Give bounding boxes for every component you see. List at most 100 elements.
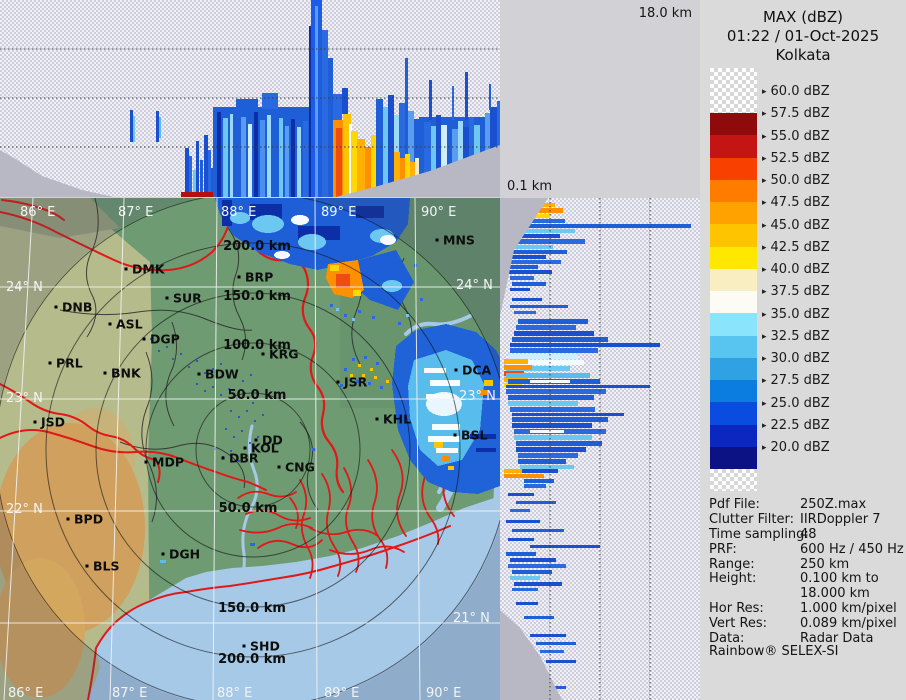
city-label: KHL (383, 412, 411, 427)
metadata-list: Pdf File: 250Z.max Clutter Filter: IIRDoppl… (700, 497, 906, 646)
colorbar-tick-label: ▸ 50.0 dBZ (762, 173, 830, 188)
top-cross-section-plot (0, 0, 500, 197)
city-marker (254, 438, 258, 442)
city-marker (375, 417, 379, 421)
colorbar-tick-label: ▸ 35.0 dBZ (762, 306, 830, 322)
colorbar-tick-label: ▸ 22.5 dBZ (762, 417, 830, 433)
colorbar-swatch (710, 268, 757, 292)
range-ring-label: 200.0 km (223, 239, 291, 254)
city-marker (48, 361, 52, 365)
colorbar-tick-label: ▸ 20.0 dBZ (762, 440, 830, 455)
colorbar-swatch (710, 135, 757, 158)
city-label: SHD (250, 639, 280, 654)
legend-sidebar: MAX (dBZ) 01:22 / 01-Oct-2025 Kolkata ▸ 6… (700, 0, 906, 700)
city-label: JSR (343, 375, 368, 390)
city-label: DCA (462, 363, 492, 378)
city-marker (454, 368, 458, 372)
range-rings (0, 198, 500, 700)
colorbar-tick-label: ▸ 47.5 dBZ (762, 195, 830, 211)
range-ring-label: 50.0 km (219, 501, 278, 516)
station-name: Kolkata (775, 46, 831, 64)
top-cross-section-panel (0, 0, 500, 197)
colorbar: ▸ 60.0 dBZ ▸ 57.5 dBZ ▸ 55.0 dBZ ▸ 52.5 dBZ ▸ 50.… (700, 68, 906, 493)
city-label: PRL (56, 356, 83, 371)
city-marker (108, 322, 112, 326)
range-ring-label: 100.0 km (223, 338, 291, 353)
colorbar-swatch (710, 424, 757, 448)
city-marker (453, 433, 457, 437)
city-marker (221, 456, 225, 460)
range-ring-label: 150.0 km (218, 601, 286, 616)
city-marker (103, 371, 107, 375)
longitude-label-bottom: 89° E (324, 686, 359, 700)
colorbar-swatch (710, 291, 757, 314)
colorbar-tick-label: ▸ 27.5 dBZ (762, 373, 830, 389)
corner-gap: 18.0 km 0.1 km (500, 0, 700, 198)
longitude-label-top: 86° E (20, 205, 55, 220)
colorbar-swatch (710, 335, 757, 359)
city-marker (277, 465, 281, 469)
colorbar-swatch (710, 313, 757, 336)
colorbar-swatch (710, 446, 757, 470)
colorbar-swatch (710, 157, 757, 181)
colorbar-tick-label: ▸ 32.5 dBZ (762, 328, 830, 344)
longitude-label-top: 88° E (221, 205, 256, 220)
colorbar-swatch (710, 202, 757, 225)
colorbar-swatch (710, 179, 757, 203)
city-marker (237, 275, 241, 279)
city-label: MDP (152, 455, 184, 470)
longitude-label-bottom: 90° E (426, 686, 461, 700)
city-label: DNB (62, 300, 92, 315)
city-label: JSD (40, 415, 65, 430)
metadata-row: Data: Radar Data (709, 631, 874, 647)
colorbar-swatch (710, 224, 757, 247)
city-marker (144, 460, 148, 464)
city-label: DGH (169, 547, 200, 562)
latitude-label-left: 22° N (6, 502, 43, 517)
metadata-row: Pdf File: 250Z.max (709, 497, 867, 512)
city-label: ASL (116, 317, 143, 332)
metadata-row: 18.000 km (800, 586, 870, 602)
longitude-label-bottom: 86° E (8, 686, 43, 700)
radar-map-image: 200.0 km 150.0 km 100.0 km 50.0 km 50.0 km 15… (0, 198, 500, 700)
city-marker (161, 552, 165, 556)
city-label: KOL (251, 441, 279, 456)
city-marker (435, 238, 439, 242)
city-label: SUR (173, 291, 202, 306)
city-marker (197, 372, 201, 376)
city-marker (261, 352, 265, 356)
city-marker (85, 564, 89, 568)
metadata-row: Hor Res: 1.000 km/pixel (709, 601, 897, 617)
city-marker (66, 517, 70, 521)
longitude-label-bottom: 87° E (112, 686, 147, 700)
colorbar-swatch (710, 113, 757, 136)
city-marker (33, 420, 37, 424)
city-label: KRG (269, 347, 299, 362)
latitude-label-right: 23° N (459, 389, 496, 404)
metadata-row: Range: 250 km (709, 556, 850, 572)
colorbar-tick-label: ▸ 52.5 dBZ (762, 150, 830, 166)
city-marker (243, 446, 247, 450)
city-label: CNG (285, 460, 315, 475)
longitude-label-top: 87° E (118, 205, 153, 220)
range-ring-label: 50.0 km (228, 388, 287, 403)
right-cross-section-panel (500, 198, 700, 700)
longitude-label-top: 89° E (321, 205, 356, 220)
max-height-label: 18.0 km (638, 6, 692, 21)
colorbar-swatch (710, 246, 757, 270)
latitude-label-right: 24° N (456, 278, 493, 293)
latitude-label-left: 23° N (6, 391, 43, 406)
beam-blind-wedge-left (0, 150, 114, 197)
city-label: DBR (229, 451, 259, 466)
metadata-row: Time sampling: 48 (709, 526, 817, 542)
city-marker (165, 296, 169, 300)
colorbar-swatch (710, 402, 757, 425)
city-label: BNK (111, 366, 142, 381)
colorbar-tick-label: ▸ 45.0 dBZ (762, 217, 830, 233)
min-height-label: 0.1 km (507, 179, 552, 194)
latitude-label-right: 21° N (453, 611, 490, 626)
colorbar-swatch (710, 357, 757, 381)
city-label: BDW (205, 367, 239, 382)
colorbar-tick-label: ▸ 30.0 dBZ (762, 351, 830, 366)
